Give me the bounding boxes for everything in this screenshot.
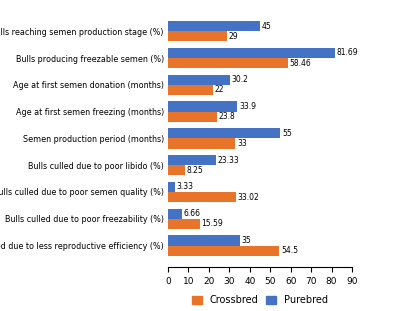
Bar	[168, 165, 185, 175]
Text: 8.25: 8.25	[186, 166, 203, 175]
Text: 22: 22	[215, 86, 224, 95]
Bar	[168, 138, 236, 149]
Text: 23.8: 23.8	[218, 112, 235, 121]
Bar	[168, 101, 237, 112]
Text: 58.46: 58.46	[289, 58, 311, 67]
Bar	[168, 58, 288, 68]
Text: 33.02: 33.02	[237, 193, 259, 202]
Text: 81.69: 81.69	[337, 49, 358, 58]
Bar	[168, 192, 236, 202]
Text: 30.2: 30.2	[231, 75, 248, 84]
Text: 29: 29	[229, 32, 238, 41]
Text: 3.33: 3.33	[176, 182, 194, 191]
Bar	[168, 155, 216, 165]
Bar	[168, 48, 335, 58]
Bar	[168, 112, 217, 122]
Bar	[168, 246, 280, 256]
Text: 55: 55	[282, 129, 292, 138]
Text: 33: 33	[237, 139, 247, 148]
Bar	[168, 209, 182, 219]
Legend: Crossbred, Purebred: Crossbred, Purebred	[188, 291, 332, 309]
Bar	[168, 182, 175, 192]
Bar	[168, 75, 230, 85]
Text: 33.9: 33.9	[239, 102, 256, 111]
Bar	[168, 21, 260, 31]
Text: 54.5: 54.5	[281, 246, 298, 255]
Bar	[168, 31, 227, 41]
Bar	[168, 235, 240, 246]
Text: 45: 45	[262, 22, 271, 31]
Bar	[168, 219, 200, 229]
Bar	[168, 85, 213, 95]
Text: 35: 35	[241, 236, 251, 245]
Text: 23.33: 23.33	[217, 156, 239, 165]
Bar	[168, 128, 280, 138]
Text: 15.59: 15.59	[202, 219, 223, 228]
Text: 6.66: 6.66	[183, 209, 200, 218]
